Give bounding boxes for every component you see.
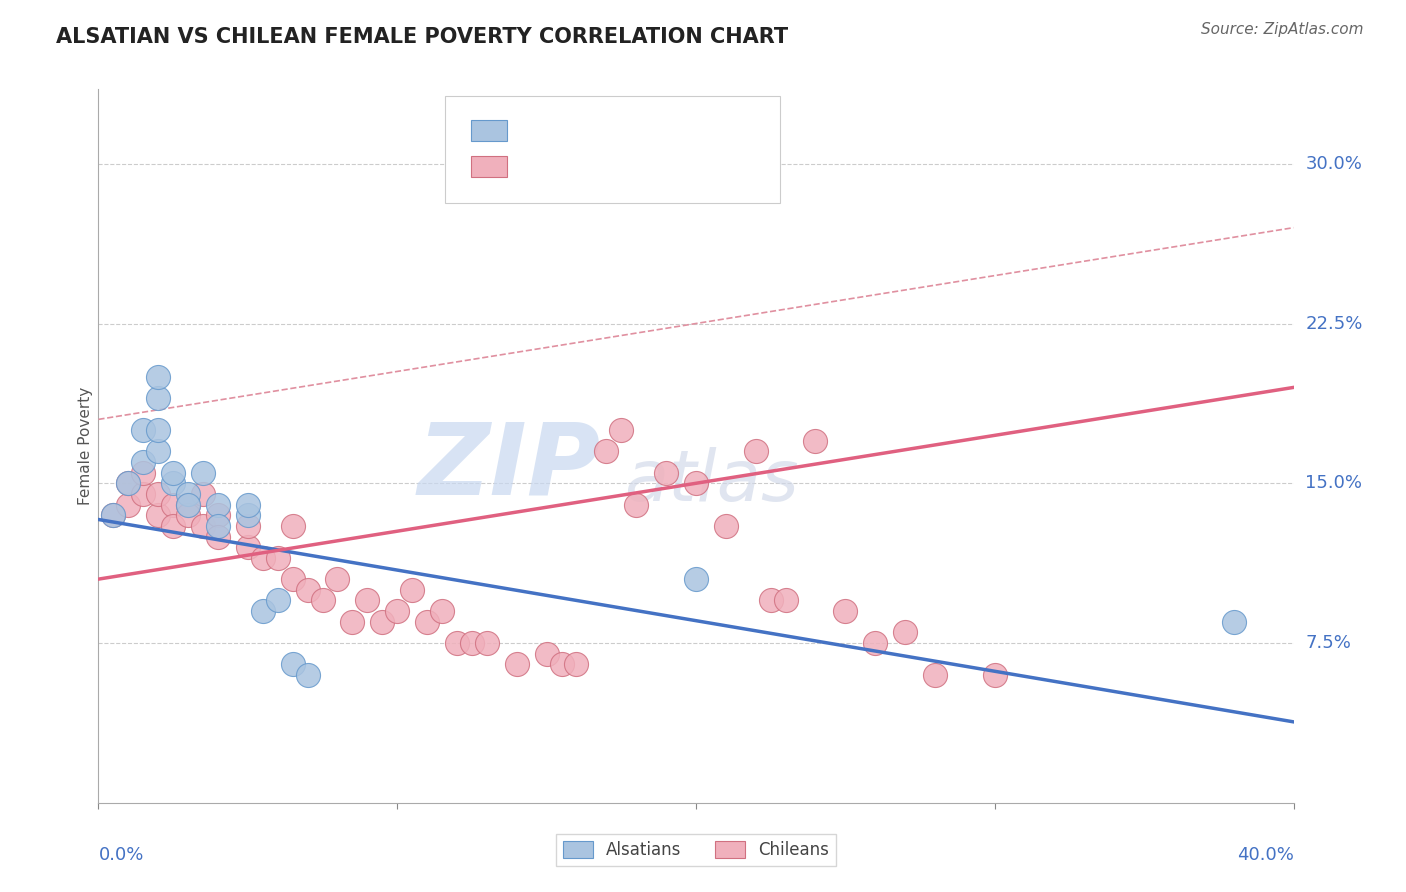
Point xyxy=(356,593,378,607)
Point xyxy=(536,647,558,661)
Text: 0.226: 0.226 xyxy=(553,157,616,175)
Point xyxy=(267,593,290,607)
Point xyxy=(148,423,170,437)
Point xyxy=(565,657,588,672)
Point xyxy=(207,529,229,543)
Point xyxy=(804,434,827,448)
Text: 22.5%: 22.5% xyxy=(1305,315,1362,333)
Legend: Alsatians, Chileans: Alsatians, Chileans xyxy=(557,834,835,866)
Point xyxy=(297,582,319,597)
Point xyxy=(148,369,170,384)
Text: R =: R = xyxy=(517,121,555,139)
Point xyxy=(685,572,707,586)
Point xyxy=(267,550,290,565)
Point xyxy=(132,487,155,501)
Point xyxy=(416,615,439,629)
Point xyxy=(924,668,946,682)
Point xyxy=(834,604,856,618)
Point xyxy=(401,582,423,597)
Point xyxy=(865,636,887,650)
Point xyxy=(385,604,409,618)
Point xyxy=(371,615,394,629)
Point xyxy=(103,508,125,523)
Text: 53: 53 xyxy=(690,157,716,175)
Point xyxy=(236,519,259,533)
Text: 23: 23 xyxy=(690,121,716,139)
Point xyxy=(894,625,917,640)
FancyBboxPatch shape xyxy=(444,96,779,203)
Point xyxy=(775,593,797,607)
Text: 7.5%: 7.5% xyxy=(1305,634,1351,652)
Point xyxy=(655,466,678,480)
Point xyxy=(297,668,319,682)
Point xyxy=(117,476,139,491)
Point xyxy=(132,423,155,437)
Text: N =: N = xyxy=(657,157,696,175)
Point xyxy=(475,636,498,650)
Point xyxy=(117,476,139,491)
Text: 40.0%: 40.0% xyxy=(1237,846,1294,863)
Point xyxy=(177,498,200,512)
Point xyxy=(745,444,768,458)
Point xyxy=(281,519,304,533)
Point xyxy=(550,657,572,672)
Text: R =: R = xyxy=(517,157,555,175)
Point xyxy=(177,487,200,501)
Point xyxy=(685,476,707,491)
Point xyxy=(342,615,364,629)
Point xyxy=(148,444,170,458)
Point xyxy=(132,455,155,469)
Text: ALSATIAN VS CHILEAN FEMALE POVERTY CORRELATION CHART: ALSATIAN VS CHILEAN FEMALE POVERTY CORRE… xyxy=(56,27,789,46)
Point xyxy=(983,668,1005,682)
Point xyxy=(191,519,214,533)
Point xyxy=(162,519,184,533)
Point xyxy=(162,498,184,512)
Point xyxy=(1223,615,1246,629)
Point xyxy=(132,466,155,480)
Point xyxy=(148,391,170,405)
Point xyxy=(506,657,529,672)
Y-axis label: Female Poverty: Female Poverty xyxy=(77,387,93,505)
Point xyxy=(311,593,333,607)
Text: 30.0%: 30.0% xyxy=(1305,154,1362,173)
Point xyxy=(759,593,782,607)
Point xyxy=(207,519,229,533)
Point xyxy=(162,466,184,480)
Text: atlas: atlas xyxy=(624,447,799,516)
Point xyxy=(117,498,139,512)
Point xyxy=(191,487,214,501)
Point xyxy=(207,508,229,523)
Point xyxy=(326,572,349,586)
Point xyxy=(236,498,259,512)
Point xyxy=(281,657,304,672)
Point xyxy=(595,444,617,458)
Point xyxy=(207,498,229,512)
FancyBboxPatch shape xyxy=(471,120,508,141)
Point xyxy=(430,604,453,618)
Text: Source: ZipAtlas.com: Source: ZipAtlas.com xyxy=(1201,22,1364,37)
Point xyxy=(191,466,214,480)
Point xyxy=(610,423,633,437)
FancyBboxPatch shape xyxy=(471,155,508,177)
Text: N =: N = xyxy=(657,121,696,139)
Point xyxy=(236,508,259,523)
Point xyxy=(624,498,647,512)
Point xyxy=(177,508,200,523)
Point xyxy=(446,636,468,650)
Point xyxy=(177,498,200,512)
Point xyxy=(281,572,304,586)
Point xyxy=(252,550,274,565)
Point xyxy=(252,604,274,618)
Point xyxy=(148,508,170,523)
Point xyxy=(162,476,184,491)
Text: -0.286: -0.286 xyxy=(553,121,617,139)
Text: ZIP: ZIP xyxy=(418,419,600,516)
Point xyxy=(148,487,170,501)
Point xyxy=(103,508,125,523)
Text: 0.0%: 0.0% xyxy=(98,846,143,863)
Point xyxy=(236,540,259,554)
Text: 15.0%: 15.0% xyxy=(1305,475,1362,492)
Point xyxy=(714,519,737,533)
Point xyxy=(461,636,484,650)
